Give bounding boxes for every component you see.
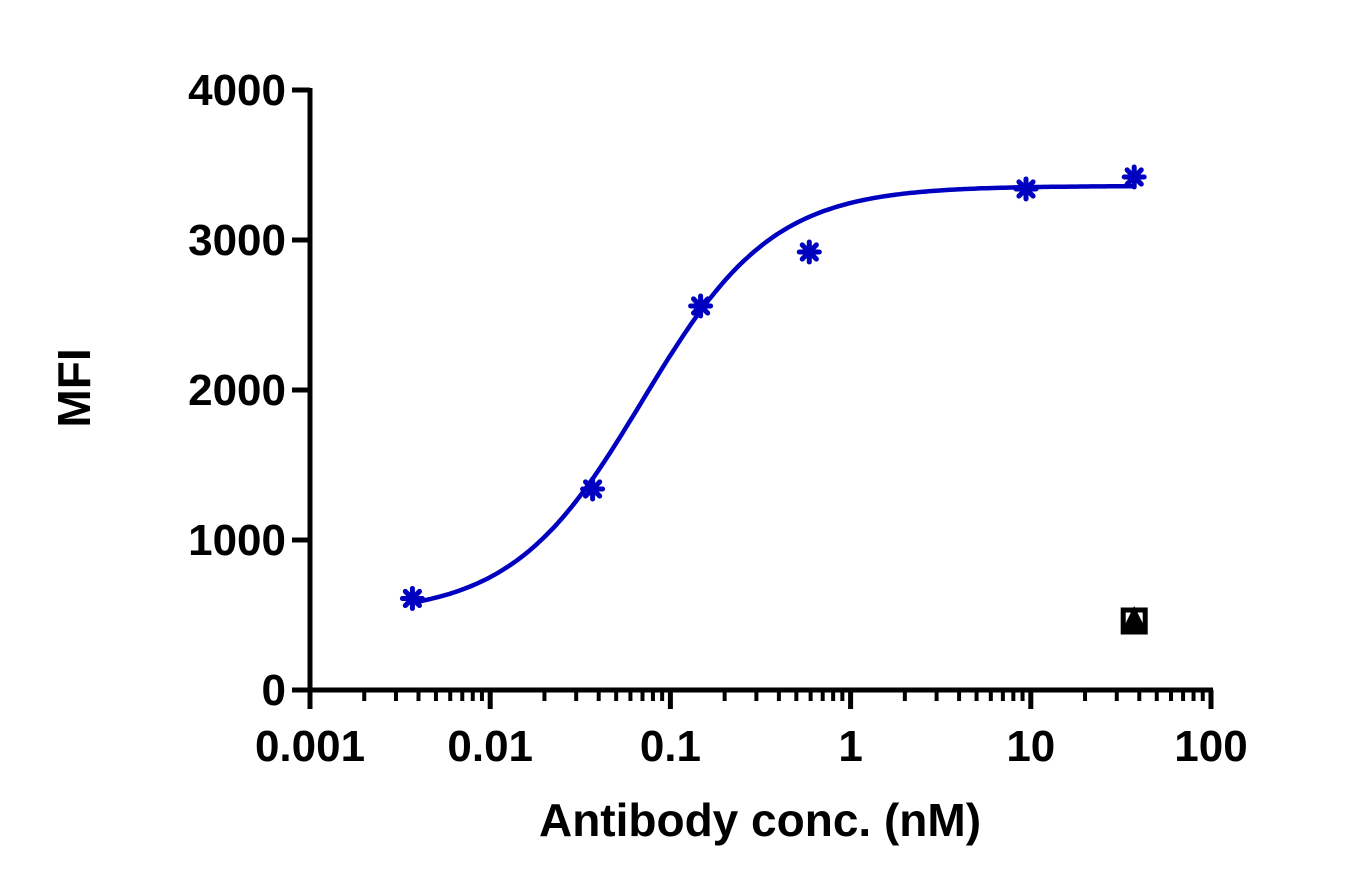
data-point bbox=[399, 586, 425, 611]
x-ticks: 0.001 0.01 0.1 1 10 100 bbox=[255, 690, 1248, 771]
y-ticks: 0 1000 2000 3000 4000 bbox=[188, 66, 310, 715]
control-point bbox=[1120, 606, 1148, 635]
data-point bbox=[1121, 164, 1147, 190]
plot-area bbox=[399, 164, 1148, 635]
x-axis: 0.001 0.01 0.1 1 10 100 bbox=[255, 687, 1248, 771]
data-point-stroke bbox=[799, 242, 819, 262]
x-axis-title: Antibody conc. (nM) bbox=[539, 794, 981, 846]
y-tick-label: 4000 bbox=[188, 66, 286, 115]
y-axis-title: MFI bbox=[48, 348, 100, 427]
y-tick-label: 0 bbox=[262, 666, 286, 715]
y-tick-label: 2000 bbox=[188, 366, 286, 415]
x-tick-label: 1 bbox=[838, 722, 862, 771]
data-point bbox=[1013, 176, 1039, 202]
x-tick-label: 0.01 bbox=[447, 722, 533, 771]
data-point-stroke bbox=[1124, 167, 1144, 187]
x-tick-label: 0.001 bbox=[255, 722, 365, 771]
x-tick-label: 0.1 bbox=[640, 722, 701, 771]
data-point-stroke bbox=[583, 479, 603, 499]
data-point-stroke bbox=[402, 588, 422, 609]
y-tick-label: 3000 bbox=[188, 216, 286, 265]
control-triangle-marker bbox=[1122, 606, 1147, 630]
fit-curve bbox=[411, 183, 1135, 606]
data-point bbox=[580, 476, 606, 502]
x-tick-label: 100 bbox=[1174, 722, 1247, 771]
data-point-stroke bbox=[691, 296, 711, 316]
x-tick-label: 10 bbox=[1006, 722, 1055, 771]
y-tick-label: 1000 bbox=[188, 516, 286, 565]
y-axis: 0 1000 2000 3000 4000 bbox=[188, 66, 313, 715]
data-point bbox=[688, 293, 714, 319]
data-point-stroke bbox=[1016, 179, 1036, 199]
data-point bbox=[796, 239, 822, 265]
